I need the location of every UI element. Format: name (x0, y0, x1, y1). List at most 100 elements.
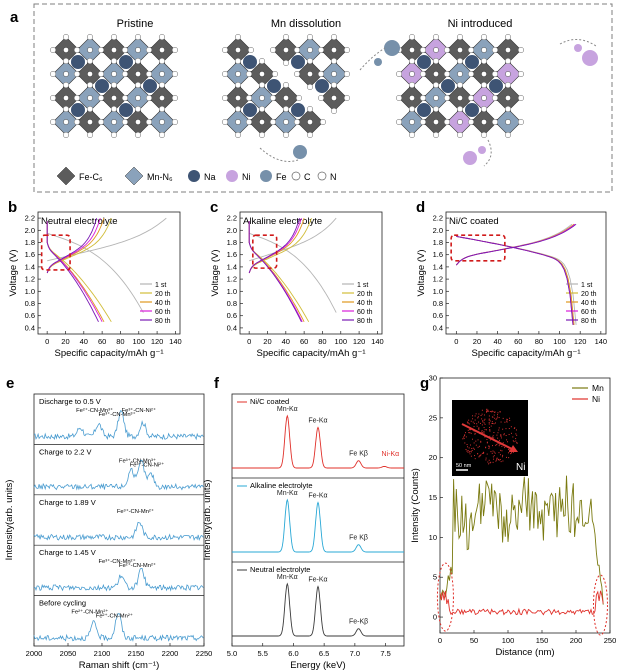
ni-octahedron-center (409, 71, 415, 77)
panel-e: e 2000 2050 2100 2150 2200 2250 Raman shift (cm… (4, 375, 212, 671)
ligand-atom (158, 131, 166, 139)
ligand-atom (145, 70, 153, 78)
peak-annotation: Fe³⁺-CN-Ni²⁺ (122, 407, 156, 414)
ligand-atom (480, 57, 488, 65)
x-tick-label: 60 (300, 337, 308, 346)
x-tick-label: 6.0 (288, 649, 298, 658)
eds-map-dot (483, 452, 485, 454)
raman-spectrum (33, 568, 204, 592)
eds-map-dot (491, 452, 493, 454)
eds-map-dot (485, 459, 487, 461)
charge-curve-80-th (455, 223, 577, 266)
ligand-atom (517, 94, 525, 102)
eds-map-dot (475, 444, 477, 446)
ligand-atom (408, 33, 416, 41)
y-tick-label: 10 (429, 533, 437, 542)
ligand-atom (330, 81, 338, 89)
discharge-curve-1-st (249, 232, 337, 313)
ni-line-scan (439, 590, 604, 616)
ligand-atom (467, 70, 475, 78)
eds-map-dot (469, 444, 471, 446)
ligand-atom (330, 33, 338, 41)
na-ion (291, 103, 305, 117)
eds-map-dot (516, 442, 518, 444)
ligand-atom (145, 46, 153, 54)
eds-map-dot (494, 452, 496, 454)
eds-map-dot (510, 426, 512, 428)
x-tick-label: 120 (151, 337, 164, 346)
na-ion (71, 55, 85, 69)
ligand-atom (121, 94, 129, 102)
eds-map-dot (494, 417, 496, 419)
mn-n6-octahedron-center (409, 119, 415, 125)
dissolution-arrow (359, 47, 386, 71)
x-axis-label: Specific capacity/mAh g⁻¹ (256, 348, 365, 359)
mn-n6-octahedron-center (111, 119, 117, 125)
peak-annotation: Fe-Kβ (349, 619, 368, 626)
y-tick-label: 5 (433, 573, 437, 582)
discharge-curve-1-st (47, 232, 144, 313)
ligand-atom (517, 70, 525, 78)
eds-map-dot (488, 418, 490, 420)
y-tick-label: 1.2 (227, 275, 237, 284)
eds-map-dot (492, 435, 494, 437)
peak-annotation: Fe-Kα (308, 493, 327, 500)
panel-a: a Pristine Mn dissolution Ni introduced … (10, 3, 613, 193)
eds-map-dot (496, 434, 498, 436)
eds-map-dot (490, 411, 492, 413)
eds-map-dot (502, 454, 504, 456)
eds-map-dot (463, 438, 465, 440)
x-tick-label: 6.5 (319, 649, 329, 658)
eds-map-dot (489, 410, 491, 412)
eds-map-dot (467, 421, 469, 423)
x-tick-label: 0 (247, 337, 251, 346)
x-tick-label: 20 (263, 337, 271, 346)
eds-map-dot (505, 456, 507, 458)
y-tick-label: 1.6 (227, 250, 237, 259)
y-tick-label: 1.0 (433, 287, 443, 296)
eds-map-dot (480, 440, 482, 442)
eds-map-dot (472, 447, 474, 449)
eds-map-dot (509, 449, 511, 451)
mn-n6-octahedron-center (159, 119, 165, 125)
peak-annotation: Fe²⁺-CN-Mn²⁺ (96, 613, 133, 620)
ligand-atom (258, 131, 266, 139)
eds-map-dot (474, 458, 476, 460)
ligand-atom (134, 33, 142, 41)
fe-c6-octahedron-center (481, 71, 487, 77)
ligand-atom (121, 70, 129, 78)
x-tick-label: 100 (133, 337, 146, 346)
x-tick-label: 2100 (94, 649, 111, 658)
panel-letter: c (210, 199, 218, 216)
x-axis-label: Distance (nm) (495, 647, 554, 658)
eds-map-dot (499, 411, 501, 413)
eds-map-dot (498, 439, 500, 441)
panel-f: f 5.0 5.5 6.0 6.5 7.0 7.5 Energy (keV) Intensity… (202, 375, 405, 671)
eds-map-dot (480, 441, 482, 443)
ligand-atom (171, 46, 179, 54)
eds-map-dot (478, 421, 480, 423)
fe-c6-octahedron-center (159, 95, 165, 101)
mn-dissolved-ball (384, 40, 400, 56)
y-tick-label: 2.2 (433, 214, 443, 223)
ligand-atom (73, 70, 81, 78)
ligand-atom (432, 57, 440, 65)
legend-label: 60 th (357, 309, 373, 316)
series-label: Charge to 1.89 V (39, 498, 96, 507)
eds-map-dot (486, 411, 488, 413)
ligand-atom (158, 105, 166, 113)
na-ion (489, 79, 503, 93)
y-tick-label: 0 (433, 613, 437, 622)
eds-map-dot (473, 426, 475, 428)
x-tick-label: 100 (553, 337, 566, 346)
y-tick-label: 0.4 (25, 323, 35, 332)
x-tick-label: 60 (514, 337, 522, 346)
fe-c6-octahedron-center (505, 95, 511, 101)
eds-map-dot (477, 453, 479, 455)
ligand-atom (443, 46, 451, 54)
discharge-curve-40-th (456, 235, 575, 325)
plot-frame (445, 211, 607, 335)
title-mn-dissolution: Mn dissolution (271, 18, 341, 30)
panel-g: g 0 50 100 150 200 250 0 5 10 15 20 25 30 Distance (nm… (410, 374, 616, 659)
fe-c6-octahedron-center (433, 119, 439, 125)
